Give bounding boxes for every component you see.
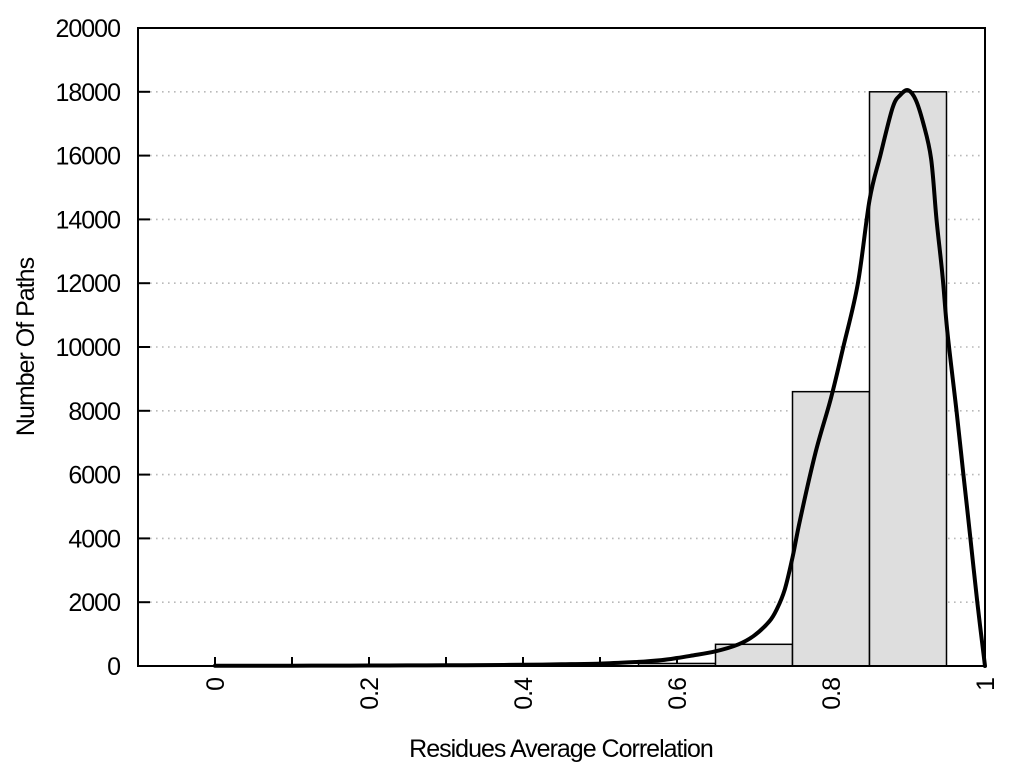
y-tick-labels: 0 2000 4000 6000 8000 10000 12000 14000 16000 180… xyxy=(55,15,121,681)
x-tick-label: 0 xyxy=(202,678,230,691)
x-tick-label: 0.6 xyxy=(664,678,692,710)
y-tick-label: 12000 xyxy=(55,270,120,298)
x-tick-labels: 0 0.2 0.4 0.6 0.8 1 xyxy=(202,677,1000,710)
y-tick-label: 4000 xyxy=(68,525,120,553)
y-tick-label: 18000 xyxy=(55,79,120,107)
y-tick-label: 0 xyxy=(107,653,120,681)
histogram-bar xyxy=(791,390,871,667)
x-tick-label: 0.8 xyxy=(818,678,846,710)
plot-border xyxy=(137,27,986,667)
y-tick-label: 14000 xyxy=(55,206,120,234)
y-tick-label: 10000 xyxy=(55,334,120,362)
y-tick-label: 8000 xyxy=(68,398,120,426)
y-axis-title: Number Of Paths xyxy=(12,257,40,436)
histogram-bars xyxy=(637,91,948,667)
y-axis-ticks xyxy=(138,27,150,667)
x-tick-label: 1 xyxy=(972,678,1000,691)
y-tick-label: 16000 xyxy=(55,143,120,171)
y-tick-label: 6000 xyxy=(68,462,120,490)
x-tick-label: 0.2 xyxy=(356,678,384,710)
y-tick-label: 2000 xyxy=(68,589,120,617)
y-tick-label: 20000 xyxy=(55,15,120,43)
x-axis-title: Residues Average Correlation xyxy=(409,735,713,763)
x-tick-label: 0.4 xyxy=(510,677,538,710)
